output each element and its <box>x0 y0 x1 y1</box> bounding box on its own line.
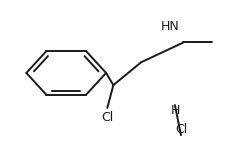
Text: H: H <box>170 104 180 117</box>
Text: Cl: Cl <box>101 111 113 124</box>
Text: Cl: Cl <box>175 123 187 136</box>
Text: HN: HN <box>161 20 180 33</box>
